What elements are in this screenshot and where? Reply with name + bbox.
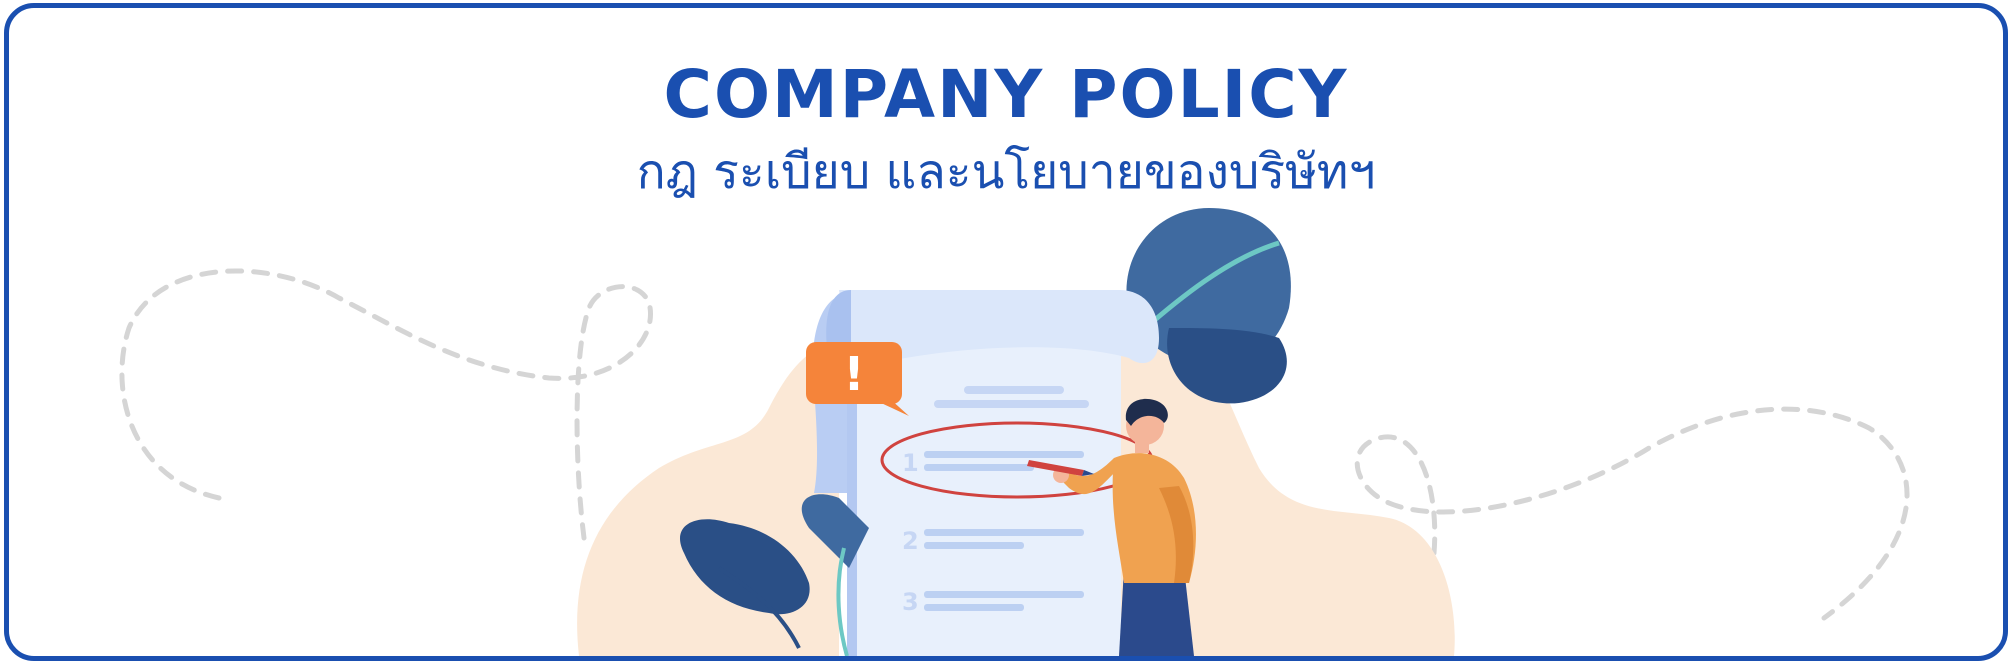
alert-exclamation: !	[844, 347, 865, 401]
person-figure	[1027, 398, 1196, 656]
right-dashed-squiggle	[1354, 406, 1910, 621]
alert-bubble: !	[806, 342, 909, 416]
banner-title: COMPANY POLICY	[663, 56, 1349, 133]
item-number-1: 1	[902, 449, 919, 477]
policy-illustration: 1 2 3 !	[119, 208, 1910, 656]
banner-subtitle: กฎ ระเบียบ และนโยบายของบริษัทฯ	[636, 144, 1376, 200]
policy-banner: 1 2 3 !	[4, 3, 2008, 661]
left-dashed-squiggle	[119, 268, 653, 541]
item-number-2: 2	[902, 527, 919, 555]
item-number-3: 3	[902, 588, 919, 616]
leaf-bottom-left	[680, 494, 869, 656]
